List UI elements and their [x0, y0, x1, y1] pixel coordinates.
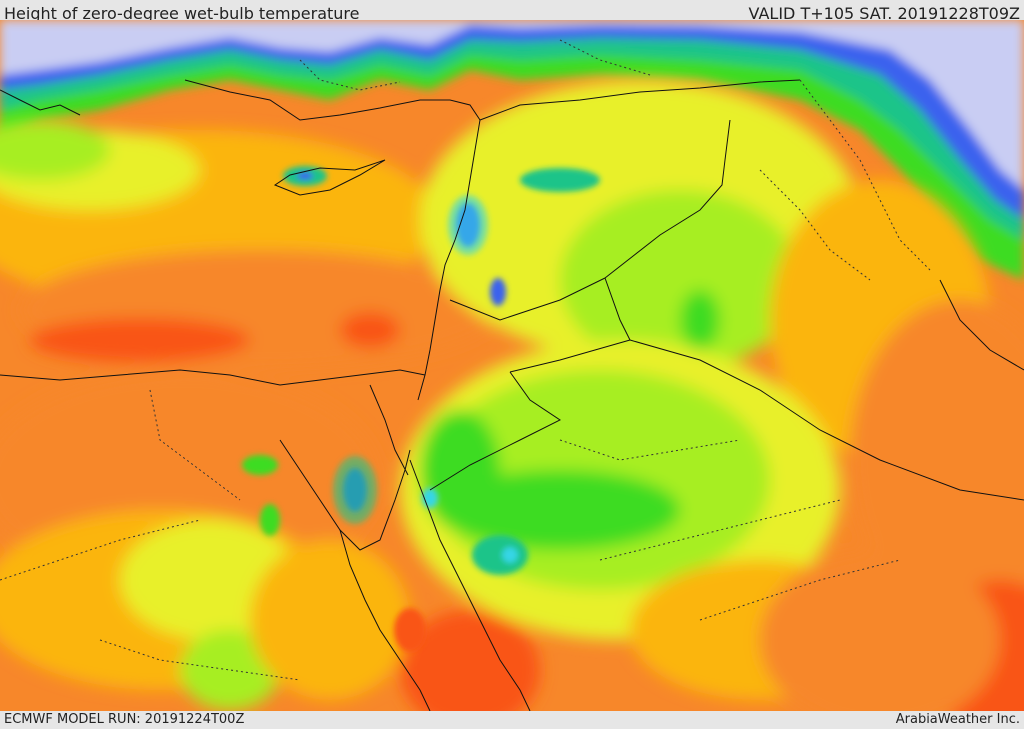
borders	[369, 79, 1024, 501]
coastline-redsea-east	[409, 459, 531, 711]
coastlines	[0, 79, 1024, 711]
border-jordan-iraq	[604, 277, 631, 341]
admin-saudi-1	[559, 439, 741, 461]
colour-field	[0, 20, 1024, 280]
spot-hejaz-teal	[472, 535, 528, 575]
field-med-red	[30, 318, 250, 362]
spot-cyprus-blue	[297, 172, 313, 180]
field-north-lavender	[0, 20, 1024, 190]
field-spots	[242, 166, 600, 652]
valid-time-label: VALID T+105 SAT. 20191228T09Z	[748, 4, 1020, 23]
border-saudi-iraq	[629, 339, 1024, 501]
border-syria-iraq	[604, 119, 731, 279]
coastline-redsea-west	[339, 529, 431, 711]
coastline-cyprus	[273, 159, 386, 196]
coastline-gulf-suez	[279, 439, 411, 551]
spot-egypt-red	[394, 608, 426, 652]
admin-iraq-1	[759, 169, 871, 281]
field-saudi-green	[440, 470, 680, 550]
spot-syria-teal	[520, 168, 600, 192]
field-yemen-orange	[760, 550, 1000, 711]
spot-lebanon-cyan	[448, 195, 488, 255]
admin-borders	[0, 39, 931, 681]
admin-egypt-2	[0, 519, 201, 581]
border-egypt-israel	[369, 384, 409, 476]
spot-egypt-green-2	[260, 504, 280, 536]
field-syria-green	[680, 290, 720, 350]
coastline-aegean	[0, 89, 81, 116]
spot-egypt-green	[242, 455, 278, 475]
field-egypt-amber-2	[250, 540, 410, 700]
border-jordan-saudi-south	[429, 371, 561, 491]
coastline-levant	[417, 149, 476, 401]
border-jordan-syria	[449, 277, 606, 321]
border-turkey-syria	[479, 79, 801, 121]
field-north-green	[0, 20, 1024, 280]
border-jordan-saudi	[509, 339, 631, 373]
field-egypt-lime	[180, 630, 280, 710]
coastline-egypt-north	[0, 369, 426, 386]
spot-hejaz-cyan-2	[502, 547, 518, 563]
field-redsea-red	[400, 610, 540, 711]
coastline-gulf	[939, 279, 1024, 371]
coastline-turkey	[184, 79, 481, 151]
credit-label: ArabiaWeather Inc.	[895, 712, 1020, 727]
weather-map	[0, 20, 1024, 711]
field-med-red-2	[340, 312, 400, 348]
field-syria-lime	[560, 190, 800, 370]
field-detail	[0, 80, 1024, 711]
admin-iran-1	[799, 79, 931, 271]
model-run-label: ECMWF MODEL RUN: 20191224T00Z	[4, 712, 245, 727]
admin-saudi-3	[699, 559, 901, 621]
admin-egypt-1	[149, 389, 241, 501]
field-saudi-green-2	[420, 410, 500, 530]
field-med-lime	[0, 120, 110, 180]
field-gulf-orange	[850, 300, 1024, 620]
admin-saudi-2	[599, 499, 841, 561]
spot-sinai-teal	[333, 456, 377, 524]
admin-sudan-1	[99, 639, 301, 681]
map-title: Height of zero-degree wet-bulb temperatu…	[4, 4, 360, 23]
spot-jordan-blue	[490, 278, 506, 306]
